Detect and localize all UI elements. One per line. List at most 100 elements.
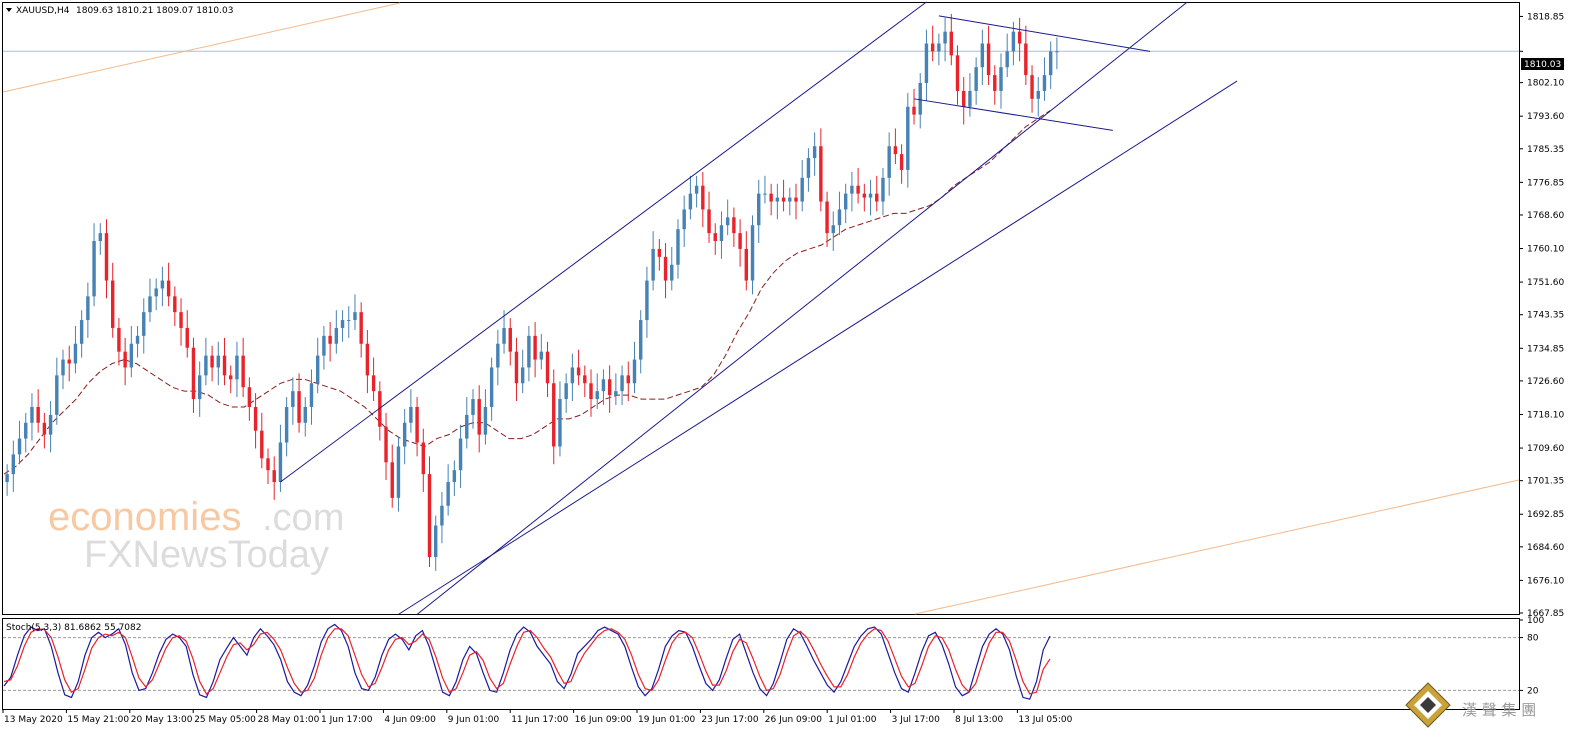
candle-body (42, 422, 47, 435)
time-tick-label: 26 Jun 09:00 (765, 715, 822, 725)
candle-body (477, 399, 481, 435)
candle-body (197, 375, 202, 400)
time-tick-label: 15 May 21:00 (67, 715, 129, 725)
price-tick-label: 1734.85 (1527, 344, 1564, 354)
price-tick-label: 1785.35 (1527, 145, 1564, 155)
price-tick-label: 1709.60 (1527, 444, 1564, 454)
watermark-fxnewstoday: FXNewsToday (84, 534, 329, 576)
price-tick-label: 1793.60 (1527, 112, 1564, 122)
candle-body (235, 355, 239, 380)
candle-body (303, 406, 307, 423)
candle-body (937, 43, 941, 52)
candle-body (110, 280, 115, 328)
candle-body (86, 296, 90, 321)
candle-body (831, 225, 835, 234)
candle-body (434, 525, 438, 558)
candle-body (92, 241, 96, 297)
candle-body (868, 193, 873, 198)
candle-body (620, 375, 624, 392)
candle-body (222, 355, 227, 376)
price-tick-label: 1676.10 (1527, 576, 1564, 586)
candle-body (614, 391, 618, 396)
candle-body (676, 229, 680, 265)
candle-body (17, 438, 22, 455)
candle-body (496, 343, 500, 368)
candle-body (284, 406, 289, 443)
candle-body (185, 327, 189, 348)
candle-body (899, 154, 904, 170)
candle-body (812, 146, 817, 159)
candle-body (607, 379, 612, 396)
candle-body (24, 422, 28, 439)
time-tick-label: 11 Jun 17:00 (511, 715, 568, 725)
stochastic-indicator: 100 80 20 (3, 616, 1544, 700)
watermark-dotcom: .com (262, 497, 344, 539)
candle-body (806, 158, 811, 178)
candle-body (446, 482, 450, 506)
candle-body (893, 146, 898, 155)
candle-body (757, 193, 761, 226)
candle-body (508, 327, 512, 352)
candle-body (545, 351, 550, 384)
candle-body (191, 347, 196, 400)
candle-body (601, 379, 606, 392)
candle-body (974, 67, 978, 91)
candle-body (732, 217, 736, 234)
candle-body (626, 375, 630, 384)
candle-body (36, 406, 40, 423)
fibonacci-lines (2, 2, 1520, 615)
candle-body (638, 320, 643, 360)
candle-body (837, 209, 842, 226)
candle-body (713, 233, 717, 242)
candle-body (719, 225, 724, 242)
candle-body (322, 335, 326, 356)
hansheng-logo: 漢 聲 集 團 (1405, 682, 1536, 728)
candle-body (334, 327, 339, 344)
flag-lower (913, 98, 1113, 131)
candle-body (701, 185, 705, 210)
candle-body (135, 335, 140, 344)
candle-body (794, 197, 798, 202)
candle-body (247, 387, 252, 407)
stoch-main-line (3, 623, 1051, 700)
candle-body (489, 367, 494, 407)
candle-body (166, 280, 171, 297)
candle-body (216, 355, 221, 368)
main-plot-frame (2, 2, 1520, 615)
candle-body (875, 193, 879, 202)
candle-body (148, 296, 152, 313)
time-tick-label: 8 Jul 13:00 (955, 715, 1004, 725)
candle-body (440, 505, 444, 526)
candle-body (576, 367, 581, 376)
candle-body (204, 355, 208, 376)
time-tick-label: 3 Jul 17:00 (892, 715, 941, 725)
candle-body (887, 146, 891, 178)
candle-body (788, 197, 792, 202)
candle-body (471, 399, 475, 415)
candle-body (520, 367, 525, 384)
candle-body (272, 470, 276, 483)
candlesticks (5, 13, 1059, 571)
candle-body (160, 280, 165, 289)
time-tick-label: 28 May 01:00 (258, 715, 320, 725)
price-tick-label: 1692.85 (1527, 510, 1564, 520)
candle-body (980, 43, 985, 68)
candle-body (725, 217, 730, 226)
collapse-triangle-icon[interactable] (6, 8, 12, 12)
candle-body (564, 383, 568, 400)
candle-body (514, 351, 519, 384)
stoch-signal-line (3, 628, 1051, 695)
candle-body (98, 233, 102, 242)
price-axis: 1818.85 1802.10 1793.60 1785.35 1776.85 1768.… (1519, 12, 1564, 619)
candle-body (340, 320, 345, 328)
candle-body (949, 31, 954, 56)
logo-cn-text: 漢 聲 集 團 (1462, 701, 1536, 719)
stoch-tick-label: 100 (1527, 616, 1544, 626)
price-tick-label: 1776.85 (1527, 178, 1564, 188)
time-tick-label: 1 Jul 01:00 (828, 715, 877, 725)
candle-body (955, 55, 960, 91)
candle-body (738, 233, 742, 249)
watermark: economies .com FXNewsToday (48, 495, 344, 576)
candle-body (48, 414, 53, 435)
